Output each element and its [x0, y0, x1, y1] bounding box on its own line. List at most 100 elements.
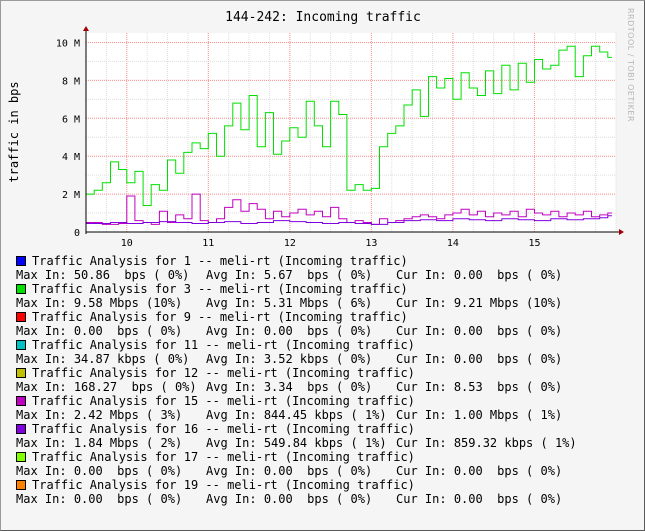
legend-stats: Max In: 34.87 kbps ( 0%) Avg In: 3.52 kbp…	[16, 352, 586, 366]
series-line-1	[86, 193, 612, 225]
legend-stats: Max In: 0.00 bps ( 0%) Avg In: 0.00 bps (…	[16, 492, 586, 506]
legend-stats: Max In: 168.27 bps ( 0%) Avg In: 3.34 bps…	[16, 380, 586, 394]
max-group: Max In: 0.00 bps ( 0%)	[16, 492, 206, 506]
avg-group: Avg In: 5.31 Mbps ( 6%)	[206, 296, 396, 310]
series-line-0	[86, 45, 612, 206]
max-group: Max In: 34.87 kbps ( 0%)	[16, 352, 206, 366]
legend-label: Traffic Analysis for 9 -- meli-rt (Incom…	[32, 310, 408, 324]
legend-entry: Traffic Analysis for 3 -- meli-rt (Incom…	[16, 282, 586, 296]
max-label: Max In:	[16, 268, 67, 282]
avg-label: Avg In:	[206, 380, 257, 394]
series-group	[86, 45, 612, 225]
cur-group: Cur In: 0.00 bps ( 0%)	[396, 352, 586, 366]
series-line-2	[86, 215, 612, 225]
avg-value: 3.34 bps ( 0%)	[263, 380, 373, 394]
max-label: Max In:	[16, 408, 67, 422]
y-tick-label: 6 M	[62, 114, 80, 125]
cur-label: Cur In:	[396, 324, 447, 338]
avg-label: Avg In:	[206, 436, 257, 450]
max-group: Max In: 168.27 bps ( 0%)	[16, 380, 206, 394]
max-label: Max In:	[16, 380, 67, 394]
y-tick-label: 0	[74, 228, 80, 239]
cur-group: Cur In: 8.53 bps ( 0%)	[396, 380, 586, 394]
legend-swatch	[16, 340, 26, 350]
legend-entry: Traffic Analysis for 1 -- meli-rt (Incom…	[16, 254, 586, 268]
legend-label: Traffic Analysis for 12 -- meli-rt (Inco…	[32, 366, 415, 380]
legend-stats: Max In: 1.84 Mbps ( 2%) Avg In: 549.84 kb…	[16, 436, 586, 450]
rrdtool-credit: RRDTOOL / TOBI OETIKER	[626, 8, 635, 123]
avg-group: Avg In: 549.84 kbps ( 1%)	[206, 436, 396, 450]
avg-value: 844.45 kbps ( 1%)	[263, 408, 387, 422]
cur-group: Cur In: 0.00 bps ( 0%)	[396, 324, 586, 338]
avg-value: 0.00 bps ( 0%)	[263, 464, 373, 478]
avg-value: 5.67 bps ( 0%)	[263, 268, 373, 282]
cur-value: 0.00 bps ( 0%)	[453, 352, 563, 366]
avg-label: Avg In:	[206, 492, 257, 506]
cur-label: Cur In:	[396, 352, 447, 366]
cur-value: 0.00 bps ( 0%)	[453, 464, 563, 478]
avg-label: Avg In:	[206, 296, 257, 310]
max-value: 2.42 Mbps ( 3%)	[73, 408, 183, 422]
max-value: 0.00 bps ( 0%)	[73, 464, 183, 478]
y-axis-label: traffic in bps	[7, 81, 21, 182]
tick-labels: 10 11 12 13 14 15 0 2 M 4 M 6 M 8 M 10 M	[56, 38, 541, 249]
max-label: Max In:	[16, 464, 67, 478]
legend-swatch	[16, 256, 26, 266]
legend-entry: Traffic Analysis for 12 -- meli-rt (Inco…	[16, 366, 586, 380]
legend-entry: Traffic Analysis for 15 -- meli-rt (Inco…	[16, 394, 586, 408]
max-value: 34.87 kbps ( 0%)	[73, 352, 190, 366]
cur-value: 9.21 Mbps (10%)	[453, 296, 563, 310]
avg-label: Avg In:	[206, 464, 257, 478]
legend-label: Traffic Analysis for 17 -- meli-rt (Inco…	[32, 450, 415, 464]
avg-group: Avg In: 3.52 kbps ( 0%)	[206, 352, 396, 366]
avg-value: 3.52 kbps ( 0%)	[263, 352, 373, 366]
cur-group: Cur In: 859.32 kbps ( 1%)	[396, 436, 586, 450]
max-label: Max In:	[16, 296, 67, 310]
y-tick-label: 8 M	[62, 76, 80, 87]
legend-label: Traffic Analysis for 3 -- meli-rt (Incom…	[32, 282, 408, 296]
max-group: Max In: 0.00 bps ( 0%)	[16, 324, 206, 338]
cur-label: Cur In:	[396, 464, 447, 478]
cur-label: Cur In:	[396, 268, 447, 282]
legend: Traffic Analysis for 1 -- meli-rt (Incom…	[16, 254, 586, 506]
y-tick-label: 10 M	[56, 38, 80, 49]
legend-swatch	[16, 368, 26, 378]
max-label: Max In:	[16, 492, 67, 506]
traffic-chart: 144-242: Incoming traffic traffic in bps…	[7, 10, 624, 249]
avg-group: Avg In: 0.00 bps ( 0%)	[206, 492, 396, 506]
legend-swatch	[16, 480, 26, 490]
legend-entry: Traffic Analysis for 19 -- meli-rt (Inco…	[16, 478, 586, 492]
cur-value: 1.00 Mbps ( 1%)	[453, 408, 563, 422]
cur-group: Cur In: 0.00 bps ( 0%)	[396, 492, 586, 506]
legend-stats: Max In: 9.58 Mbps (10%) Avg In: 5.31 Mbps…	[16, 296, 586, 310]
legend-label: Traffic Analysis for 19 -- meli-rt (Inco…	[32, 478, 415, 492]
avg-value: 549.84 kbps ( 1%)	[263, 436, 387, 450]
max-value: 168.27 bps ( 0%)	[73, 380, 197, 394]
axes	[83, 26, 624, 235]
avg-value: 5.31 Mbps ( 6%)	[263, 296, 373, 310]
x-tick-label: 10	[121, 238, 133, 249]
cur-label: Cur In:	[396, 408, 447, 422]
avg-label: Avg In:	[206, 324, 257, 338]
avg-group: Avg In: 5.67 bps ( 0%)	[206, 268, 396, 282]
avg-group: Avg In: 0.00 bps ( 0%)	[206, 464, 396, 478]
x-tick-label: 11	[202, 238, 214, 249]
legend-entry: Traffic Analysis for 9 -- meli-rt (Incom…	[16, 310, 586, 324]
cur-value: 859.32 kbps ( 1%)	[453, 436, 577, 450]
cur-label: Cur In:	[396, 380, 447, 394]
cur-label: Cur In:	[396, 492, 447, 506]
legend-label: Traffic Analysis for 15 -- meli-rt (Inco…	[32, 394, 415, 408]
x-tick-label: 15	[528, 238, 540, 249]
legend-label: Traffic Analysis for 1 -- meli-rt (Incom…	[32, 254, 408, 268]
avg-group: Avg In: 844.45 kbps ( 1%)	[206, 408, 396, 422]
avg-label: Avg In:	[206, 352, 257, 366]
plot-background	[86, 33, 616, 232]
legend-stats: Max In: 2.42 Mbps ( 3%) Avg In: 844.45 kb…	[16, 408, 586, 422]
y-tick-label: 4 M	[62, 152, 80, 163]
avg-label: Avg In:	[206, 268, 257, 282]
cur-value: 0.00 bps ( 0%)	[453, 324, 563, 338]
cur-group: Cur In: 1.00 Mbps ( 1%)	[396, 408, 586, 422]
cur-value: 0.00 bps ( 0%)	[453, 268, 563, 282]
max-label: Max In:	[16, 436, 67, 450]
legend-stats: Max In: 50.86 bps ( 0%) Avg In: 5.67 bps …	[16, 268, 586, 282]
